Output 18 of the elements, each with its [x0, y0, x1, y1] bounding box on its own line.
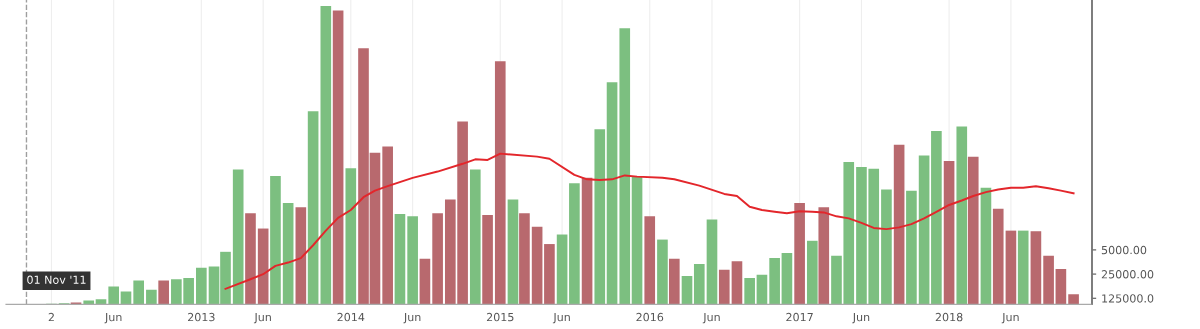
x-tick-label: 2014	[337, 312, 365, 322]
x-tick-label: 2	[48, 312, 54, 322]
ref-line-label: 01 Nov '11	[27, 275, 86, 284]
y2-tick-label: 25000.00	[1101, 270, 1154, 279]
x-tick-label: 2016	[636, 312, 664, 322]
y2-tick-label: 125000.0	[1102, 294, 1154, 303]
x-tick-label: Jun	[702, 313, 720, 324]
x-tick-label: 2015	[486, 312, 514, 322]
x-tick-label: 2013	[188, 312, 215, 322]
x-tick-label: Jun	[852, 313, 870, 324]
x-tick-label: Jun	[552, 313, 570, 324]
x-tick-label: Jun	[104, 313, 122, 324]
x-tick-label: Jun	[403, 313, 421, 324]
x-tick-label: Jun	[253, 313, 271, 324]
x-tick-label: 2017	[786, 312, 813, 322]
x-tick-label: Jun	[1001, 313, 1019, 324]
x-tick-label: 2018	[935, 312, 963, 322]
y2-tick-label: 5000.00	[1101, 245, 1147, 255]
